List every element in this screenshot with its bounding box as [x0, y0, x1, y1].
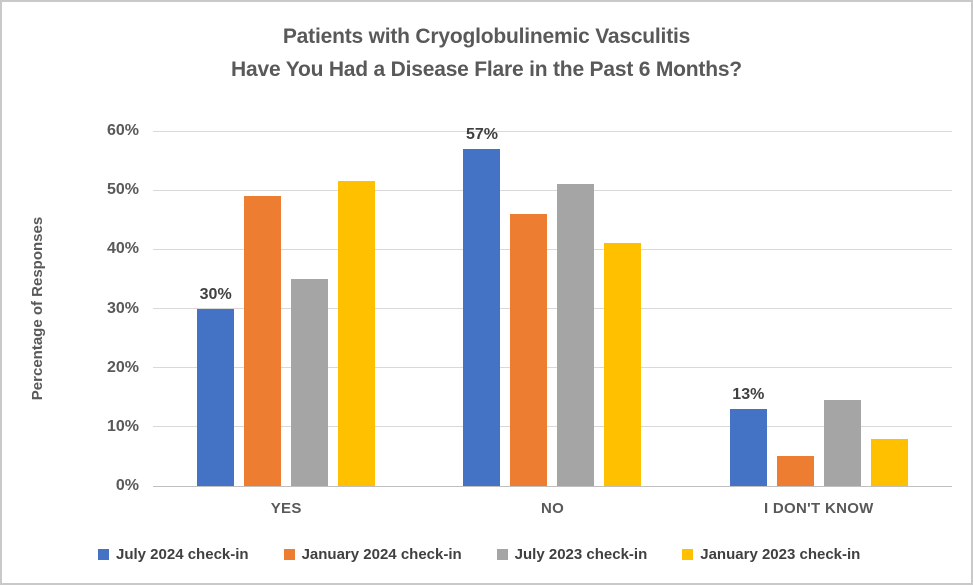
y-axis-tick-label: 20%	[106, 358, 139, 376]
legend-item[interactable]: July 2024 check-in	[98, 546, 249, 563]
category-label: I DON'T KNOW	[763, 500, 874, 517]
legend-item[interactable]: January 2023 check-in	[682, 546, 860, 563]
data-label: 30%	[199, 285, 232, 303]
category-label: NO	[540, 500, 565, 517]
y-axis-tick-label: 30%	[106, 299, 139, 317]
bar[interactable]	[604, 243, 642, 486]
bar[interactable]	[338, 181, 376, 486]
y-axis-tick-label: 60%	[106, 122, 139, 139]
chart-title: Patients with Cryoglobulinemic Vasculiti…	[2, 20, 971, 86]
legend-label: January 2024 check-in	[301, 546, 462, 563]
plot-area: 30% 57% 13%	[153, 126, 952, 487]
bar-group-yes: 30%	[153, 131, 419, 486]
data-label: 13%	[732, 386, 765, 404]
bar[interactable]	[244, 196, 282, 486]
legend-swatch-icon	[682, 549, 694, 560]
y-axis-tick-label: 0%	[115, 477, 139, 494]
y-axis-tick-label: 50%	[106, 181, 139, 199]
gridline	[153, 248, 952, 250]
legend-swatch-icon	[496, 549, 508, 560]
bar[interactable]	[870, 438, 908, 486]
chart-title-line-1: Patients with Cryoglobulinemic Vasculiti…	[282, 25, 691, 48]
gridline	[153, 189, 952, 191]
gridline	[153, 426, 952, 428]
bar[interactable]	[823, 400, 861, 486]
category-label: YES	[270, 500, 302, 517]
data-label: 57%	[465, 125, 498, 143]
y-axis-tick-labels: 0% 10% 20% 30% 40% 50% 60%	[90, 122, 139, 494]
gridline	[153, 130, 952, 132]
legend-swatch-icon	[283, 549, 295, 560]
legend-item[interactable]: July 2023 check-in	[496, 546, 648, 563]
bar[interactable]	[557, 184, 595, 486]
legend-swatch-icon	[98, 549, 109, 560]
legend-label: July 2023 check-in	[514, 546, 648, 563]
bar[interactable]	[510, 213, 548, 486]
y-axis-title-wrap: Percentage of Responses	[16, 131, 60, 486]
bar[interactable]: 57%	[463, 126, 501, 486]
bar[interactable]	[776, 456, 814, 486]
legend-label: July 2024 check-in	[116, 546, 249, 563]
bar-group-no: 57%	[419, 126, 685, 486]
bar[interactable]: 30%	[197, 286, 235, 486]
y-axis-tick-label: 10%	[106, 417, 139, 435]
bar-group-i-don-t-know: 13%	[686, 131, 952, 486]
chart-title-line-2: Have You Had a Disease Flare in the Past…	[231, 58, 742, 81]
legend-item[interactable]: January 2024 check-in	[283, 546, 462, 563]
bar[interactable]: 13%	[729, 386, 767, 486]
gridline	[153, 308, 952, 309]
legend-label: January 2023 check-in	[700, 546, 861, 563]
gridline	[153, 367, 952, 369]
x-axis-baseline	[153, 485, 952, 487]
x-axis-category-labels: YES NO I DON'T KNOW	[153, 500, 952, 517]
y-axis-tick-label: 40%	[106, 240, 139, 258]
legend: July 2024 check-in January 2024 check-in J…	[98, 546, 860, 563]
y-axis-title: Percentage of Responses	[29, 216, 47, 401]
bar[interactable]	[291, 278, 329, 486]
